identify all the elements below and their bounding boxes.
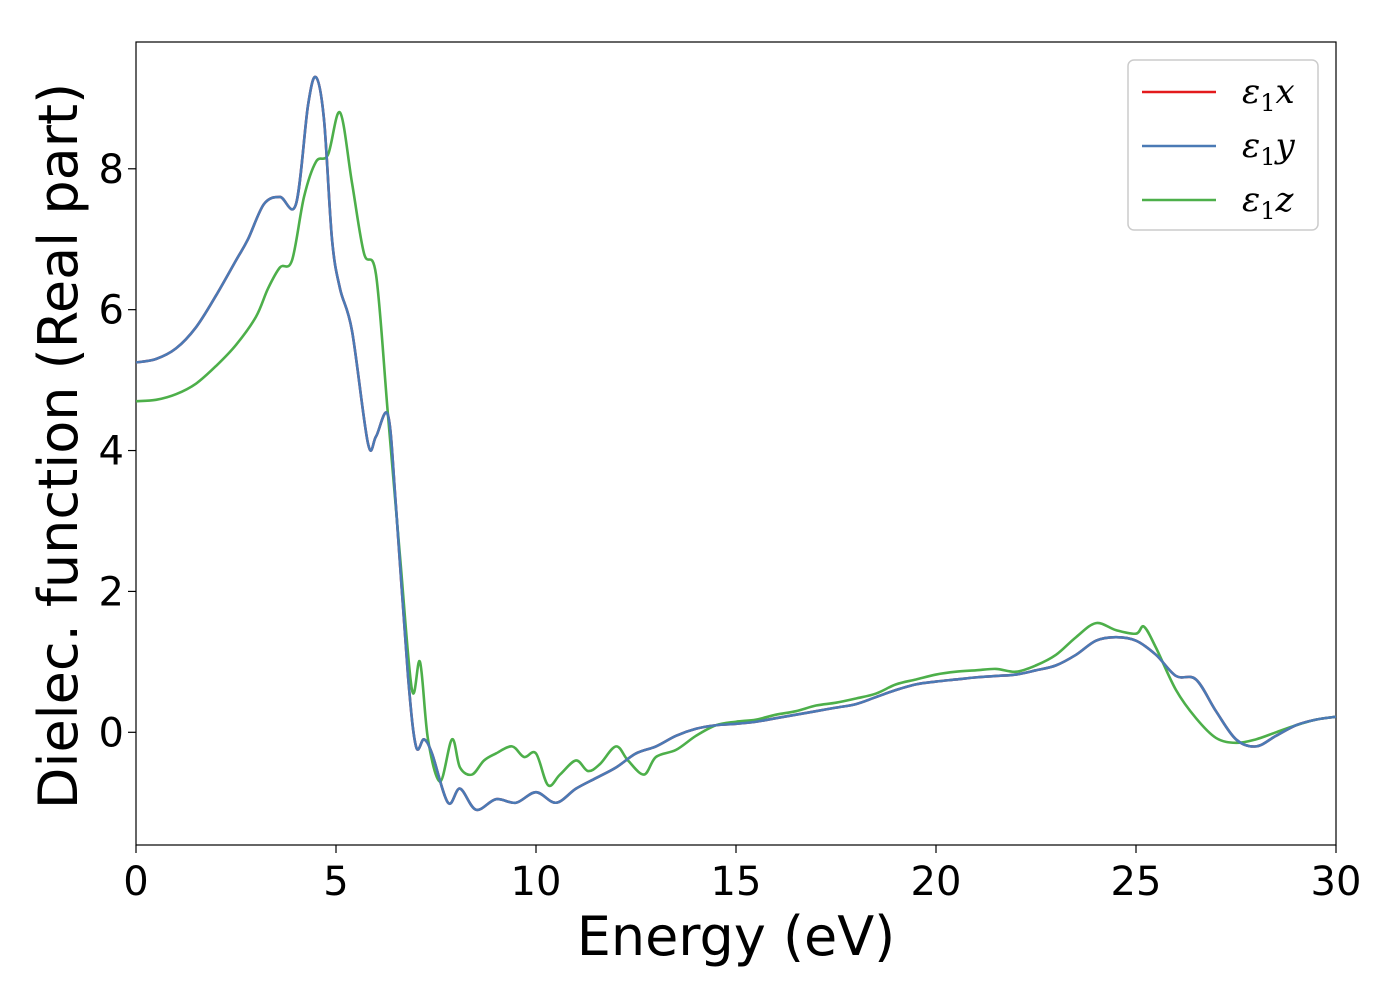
legend-frame bbox=[1127, 59, 1319, 231]
x-tick-label: 10 bbox=[511, 859, 562, 905]
x-tick-label: 25 bbox=[1111, 859, 1162, 905]
y-tick-label: 6 bbox=[99, 288, 124, 334]
legend-items: ε1x ε1y ε1z bbox=[1142, 72, 1296, 225]
x-tick-label: 20 bbox=[911, 859, 962, 905]
y-tick-label: 8 bbox=[99, 147, 124, 193]
x-tick-label: 15 bbox=[711, 859, 762, 905]
legend-label-y: ε1y bbox=[1242, 126, 1296, 171]
series-layer bbox=[136, 75, 1336, 812]
x-axis: 0 5 10 15 20 25 30 bbox=[123, 845, 1361, 905]
y-tick-label: 0 bbox=[99, 710, 124, 756]
legend-label-x: ε1x bbox=[1242, 72, 1295, 117]
legend: ε1x ε1y ε1z bbox=[1127, 59, 1319, 231]
x-tick-label: 5 bbox=[323, 859, 348, 905]
y-tick-label: 2 bbox=[99, 569, 124, 615]
series-line-y bbox=[136, 75, 1336, 812]
x-tick-label: 30 bbox=[1311, 859, 1362, 905]
x-tick-label: 0 bbox=[123, 859, 148, 905]
series-line-z bbox=[136, 111, 1336, 788]
y-axis-title: Dielec. function (Real part) bbox=[27, 83, 90, 809]
y-tick-label: 4 bbox=[99, 429, 124, 475]
y-axis: 0 2 4 6 8 bbox=[99, 147, 136, 756]
x-axis-title: Energy (eV) bbox=[577, 905, 896, 968]
legend-label-z: ε1z bbox=[1242, 180, 1295, 225]
